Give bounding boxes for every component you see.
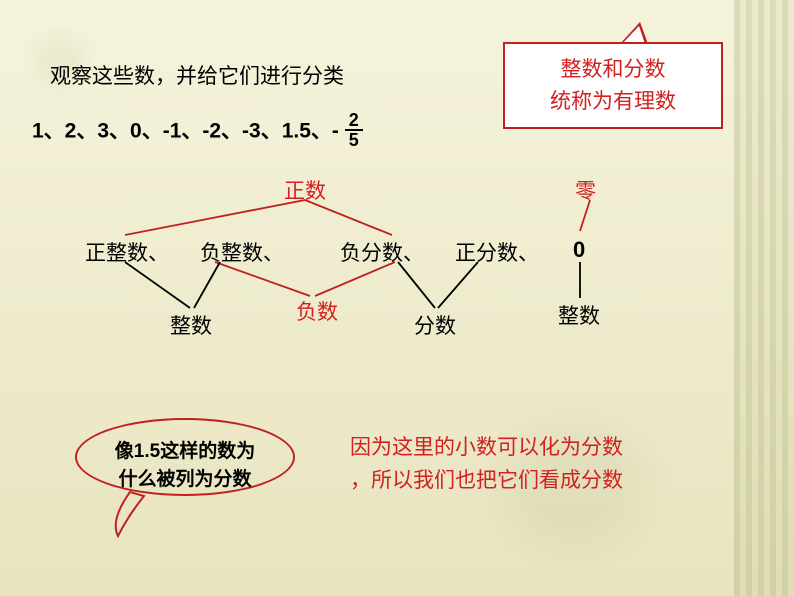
oval-line1: 像1.5这样的数为	[99, 438, 271, 466]
oval-question-box: 像1.5这样的数为 什么被列为分数	[75, 418, 295, 496]
oval-tail	[110, 490, 160, 540]
definition-box: 整数和分数 统称为有理数	[503, 42, 723, 129]
label-pos-int: 正整数、	[85, 237, 169, 267]
label-positive: 正数	[284, 175, 326, 205]
explanation-line2: ，所以我们也把它们看成分数	[350, 465, 623, 498]
definition-line2: 统称为有理数	[519, 86, 707, 118]
label-neg-int: 负整数、	[200, 237, 284, 267]
label-neg-frac: 负分数、	[340, 237, 424, 267]
label-negative: 负数	[296, 296, 338, 326]
fraction-numerator: 2	[345, 111, 363, 131]
oval-line2: 什么被列为分数	[99, 466, 271, 494]
label-integer: 整数	[170, 310, 212, 340]
label-pos-frac: 正分数、	[455, 237, 539, 267]
instruction-text: 观察这些数，并给它们进行分类	[50, 60, 344, 90]
fraction-two-fifths: 2 5	[345, 111, 363, 149]
fraction-denominator: 5	[345, 131, 363, 149]
label-zero-num: 0	[573, 237, 585, 263]
number-list: 1、2、3、0、-1、-2、-3、1.5、- 2 5	[32, 113, 363, 151]
explanation-text: 因为这里的小数可以化为分数 ，所以我们也把它们看成分数	[350, 432, 623, 497]
label-integer2: 整数	[558, 300, 600, 330]
number-list-prefix: 1、2、3、0、-1、-2、-3、1.5、-	[32, 120, 339, 143]
explanation-line1: 因为这里的小数可以化为分数	[350, 432, 623, 465]
label-zero: 零	[575, 175, 596, 205]
definition-line1: 整数和分数	[519, 54, 707, 86]
label-fraction: 分数	[414, 310, 456, 340]
decoration-stripe-right	[734, 0, 794, 596]
